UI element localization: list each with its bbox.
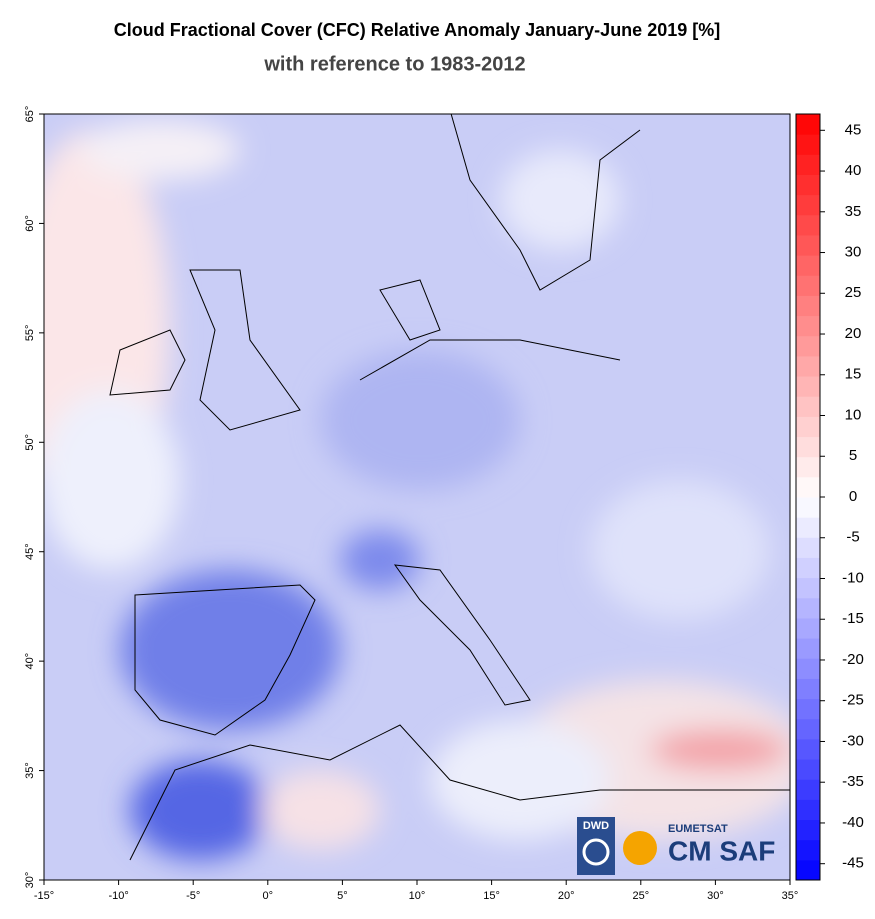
x-tick-label: 35° xyxy=(782,890,799,902)
colorbar-band xyxy=(796,759,820,780)
colorbar-band xyxy=(796,738,820,760)
eumetsat-sun xyxy=(623,831,657,865)
colorbar-band xyxy=(796,396,820,417)
colorbar-tick-label: 0 xyxy=(849,488,857,505)
colorbar-tick-label: -40 xyxy=(842,814,864,831)
field-blobs xyxy=(44,120,790,860)
eumetsat-text: EUMETSAT xyxy=(668,823,728,835)
colorbar-band xyxy=(796,134,820,155)
colorbar-band xyxy=(796,698,820,720)
colorbar-band xyxy=(796,114,820,135)
colorbar-band xyxy=(796,295,820,317)
x-tick-label: 10° xyxy=(409,890,426,902)
subtitle: with reference to 1983-2012 xyxy=(263,53,525,75)
colorbar-band xyxy=(796,154,820,175)
colorbar-band xyxy=(796,658,820,679)
x-tick-label: 5° xyxy=(337,890,348,902)
colorbar-band xyxy=(796,194,820,216)
colorbar-tick-label: -15 xyxy=(842,610,864,627)
colorbar-tick-label: 35 xyxy=(845,203,862,220)
colorbar-tick-label: 45 xyxy=(845,121,862,138)
colorbar-band xyxy=(796,517,820,538)
colorbar-band xyxy=(796,557,820,579)
colorbar-tick-label: 25 xyxy=(845,284,862,301)
colorbar-band xyxy=(796,315,820,337)
coastlines xyxy=(109,114,790,861)
colorbar-band xyxy=(796,537,820,558)
colorbar-band xyxy=(796,255,820,276)
x-tick-label: 20° xyxy=(558,890,575,902)
colorbar-band xyxy=(796,376,820,397)
y-tick-label: 30° xyxy=(24,872,36,889)
colorbar-tick-label: 15 xyxy=(845,366,862,383)
colorbar-band xyxy=(796,234,820,256)
colorbar-band xyxy=(796,355,820,377)
y-tick-label: 45° xyxy=(24,543,36,560)
colorbar-band xyxy=(796,819,820,841)
dwd-swirl xyxy=(582,838,610,866)
colorbar-band xyxy=(796,476,820,498)
y-tick-label: 40° xyxy=(24,653,36,670)
colorbar-band xyxy=(796,436,820,458)
colorbar-tick-label: 10 xyxy=(845,406,862,423)
colorbar-tick-label: 5 xyxy=(849,447,857,464)
y-tick-label: 50° xyxy=(24,434,36,451)
colorbar-tick-label: -5 xyxy=(846,529,859,546)
x-tick-label: -15° xyxy=(34,890,54,902)
colorbar-band xyxy=(796,456,820,478)
x-tick-label: 30° xyxy=(707,890,724,902)
logos: DWD EUMETSAT CM SAF xyxy=(577,817,775,875)
x-tick-label: 25° xyxy=(632,890,649,902)
colorbar-band xyxy=(796,335,820,357)
anomaly-field xyxy=(44,114,790,880)
y-tick-label: 35° xyxy=(24,762,36,779)
colorbar-band xyxy=(796,799,820,821)
colorbar-band xyxy=(796,718,820,740)
dwd-text: DWD xyxy=(583,820,609,832)
colorbar-band xyxy=(796,214,820,236)
title: Cloud Fractional Cover (CFC) Relative An… xyxy=(114,20,720,40)
colorbar-band xyxy=(796,497,820,518)
colorbar-band xyxy=(796,577,820,599)
colorbar-tick-label: -45 xyxy=(842,855,864,872)
colorbar-tick-label: -25 xyxy=(842,692,864,709)
colorbar-tick-label: -10 xyxy=(842,569,864,586)
cmsaf-text: CM SAF xyxy=(668,835,775,866)
x-tick-label: -5° xyxy=(186,890,200,902)
colorbar-tick-label: -30 xyxy=(842,732,864,749)
colorbar-band xyxy=(796,859,820,881)
colorbar-tick-label: -20 xyxy=(842,651,864,668)
x-tick-label: 0° xyxy=(263,890,274,902)
colorbar-band xyxy=(796,678,820,700)
y-tick-label: 60° xyxy=(24,215,36,232)
colorbar-band xyxy=(796,617,820,639)
colorbar-band xyxy=(796,416,820,438)
colorbar-tick-label: 20 xyxy=(845,325,862,342)
colorbar-band xyxy=(796,597,820,619)
colorbar-tick-label: 40 xyxy=(845,162,862,179)
colorbar-tick-label: 30 xyxy=(845,244,862,261)
y-tick-label: 65° xyxy=(24,106,36,123)
y-tick-label: 55° xyxy=(24,325,36,342)
colorbar-band xyxy=(796,839,820,861)
x-tick-label: 15° xyxy=(483,890,500,902)
colorbar-band xyxy=(796,275,820,296)
colorbar-band xyxy=(796,638,820,659)
colorbar-tick-label: -35 xyxy=(842,773,864,790)
x-tick-label: -10° xyxy=(108,890,128,902)
colorbar-band xyxy=(796,174,820,196)
colorbar-band xyxy=(796,779,820,800)
